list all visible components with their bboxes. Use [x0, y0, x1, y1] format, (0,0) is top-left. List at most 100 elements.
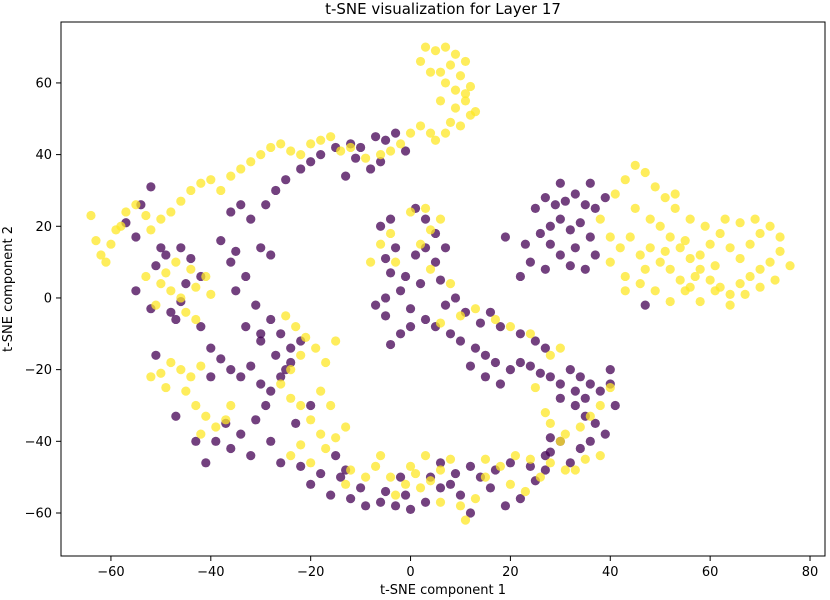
scatter-point	[580, 393, 590, 403]
scatter-point	[316, 468, 326, 479]
scatter-point	[630, 203, 640, 213]
scatter-point	[735, 218, 745, 228]
scatter-point	[470, 343, 481, 353]
scatter-point	[505, 458, 516, 468]
scatter-point	[425, 67, 436, 77]
scatter-point	[695, 264, 705, 274]
scatter-point	[405, 322, 416, 332]
scatter-point	[545, 372, 555, 382]
scatter-point	[131, 200, 141, 210]
scatter-point	[176, 196, 186, 206]
scatter-point	[590, 203, 600, 213]
yellow-points-series	[86, 42, 795, 525]
scatter-point	[336, 472, 346, 482]
scatter-point	[770, 275, 780, 285]
scatter-point	[266, 250, 276, 260]
scatter-point	[625, 232, 635, 242]
scatter-point	[216, 185, 226, 196]
scatter-point	[480, 472, 491, 482]
scatter-point	[585, 379, 595, 389]
scatter-point	[251, 415, 261, 425]
scatter-point	[176, 243, 186, 253]
scatter-point	[585, 436, 595, 446]
scatter-point	[176, 365, 186, 375]
scatter-point	[276, 458, 286, 468]
scatter-point	[435, 465, 446, 475]
scatter-point	[341, 479, 351, 489]
scatter-point	[380, 293, 391, 303]
plot-frame	[60, 21, 826, 557]
scatter-point	[231, 246, 241, 256]
scatter-point	[425, 225, 436, 235]
scatter-point	[450, 468, 461, 479]
scatter-point	[385, 146, 396, 156]
scatter-point	[291, 322, 301, 332]
scatter-point	[286, 146, 296, 156]
scatter-point	[206, 343, 216, 353]
scatter-point	[380, 253, 391, 264]
y-tick-label: 0	[44, 291, 52, 306]
scatter-point	[156, 214, 166, 224]
scatter-point	[321, 357, 331, 368]
scatter-point	[555, 343, 565, 353]
scatter-point	[395, 139, 406, 149]
scatter-point	[191, 400, 201, 411]
scatter-point	[375, 239, 386, 249]
scatter-point	[281, 175, 291, 185]
scatter-point	[326, 132, 336, 142]
scatter-point	[485, 307, 496, 317]
scatter-point	[206, 289, 216, 299]
scatter-point	[665, 264, 675, 274]
scatter-point	[341, 422, 351, 432]
scatter-point	[575, 443, 585, 454]
scatter-point	[490, 357, 501, 368]
scatter-point	[520, 239, 530, 249]
scatter-point	[655, 221, 665, 231]
scatter-point	[241, 322, 251, 332]
scatter-point	[565, 261, 575, 271]
scatter-point	[266, 386, 276, 396]
scatter-point	[435, 458, 446, 468]
scatter-point	[475, 318, 486, 328]
scatter-point	[181, 307, 191, 317]
scatter-point	[650, 286, 660, 296]
scatter-point	[590, 418, 600, 428]
scatter-point	[166, 207, 176, 217]
y-tick-label: −40	[25, 435, 52, 450]
scatter-point	[211, 422, 221, 432]
scatter-point	[375, 497, 386, 507]
scatter-point	[256, 243, 266, 253]
scatter-point	[530, 203, 540, 213]
scatter-point	[435, 67, 446, 77]
scatter-point	[91, 236, 101, 246]
scatter-point	[156, 368, 166, 378]
scatter-point	[121, 207, 131, 217]
scatter-point	[555, 436, 565, 446]
scatter-point	[226, 171, 236, 181]
scatter-point	[356, 483, 366, 493]
scatter-point	[281, 311, 291, 321]
scatter-point	[430, 135, 441, 145]
scatter-point	[390, 490, 401, 500]
scatter-point	[525, 329, 535, 339]
scatter-point	[605, 382, 615, 393]
scatter-point	[540, 343, 550, 353]
scatter-point	[176, 293, 186, 303]
scatter-point	[750, 214, 760, 224]
scatter-point	[450, 49, 461, 59]
scatter-point	[161, 268, 171, 278]
scatter-point	[600, 429, 610, 439]
scatter-point	[755, 228, 765, 239]
scatter-point	[645, 214, 655, 224]
scatter-point	[445, 479, 456, 489]
scatter-point	[455, 311, 466, 321]
scatter-point	[515, 357, 526, 368]
scatter-point	[595, 451, 605, 461]
scatter-point	[460, 89, 471, 99]
scatter-point	[720, 214, 730, 224]
scatter-point	[605, 365, 615, 375]
scatter-point	[241, 271, 251, 282]
scatter-point	[106, 239, 116, 249]
scatter-point	[370, 300, 381, 310]
scatter-point	[470, 304, 481, 314]
